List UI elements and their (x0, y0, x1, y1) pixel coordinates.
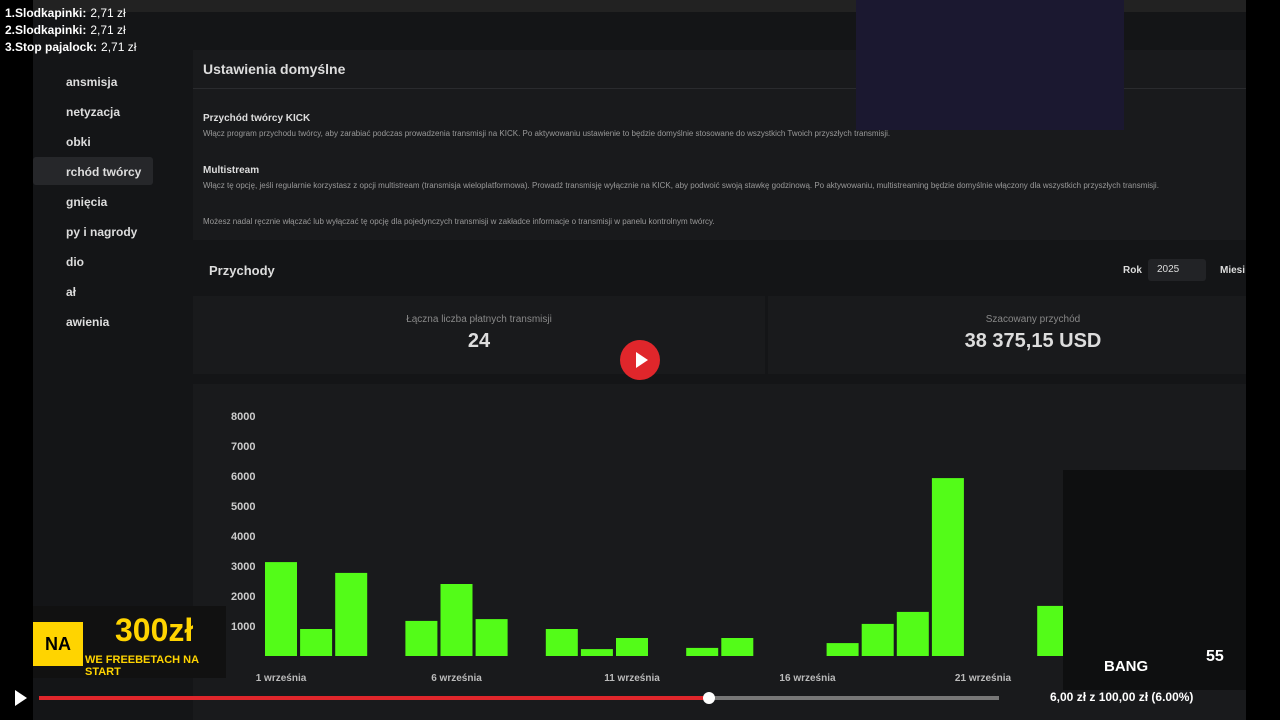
y-tick-label: 3000 (231, 561, 255, 573)
sidebar-item[interactable]: rchód twórcy (66, 165, 142, 179)
amount: 2,71 zł (90, 23, 126, 37)
note: Możesz nadal ręcznie włączać lub wyłącza… (203, 217, 715, 226)
donor: 3.Stop pajalock: (5, 40, 98, 54)
sidebar-active (33, 157, 153, 185)
donor: 1.Slodkapinki: (5, 6, 87, 20)
bang: BANG (1104, 658, 1149, 675)
y-tick-label: 1000 (231, 621, 255, 633)
ad-text: WE FREEBETACH NA START (85, 654, 199, 678)
donor: 2.Slodkapinki: (5, 23, 87, 37)
year-select[interactable]: 2025 (1148, 259, 1206, 281)
x-tick-label: 1 września (256, 673, 307, 684)
bar (300, 629, 333, 656)
sidebar-item[interactable]: dio (66, 255, 84, 269)
sidebar-item[interactable]: obki (66, 135, 91, 149)
donation: 1.Slodkapinki: 2,71 zł (5, 5, 136, 22)
y-tick-label: 8000 (231, 411, 255, 423)
stat-card: Łączna liczba płatnych transmisji 24 (193, 296, 765, 374)
play-button[interactable] (12, 689, 30, 707)
webcam (856, 0, 1124, 130)
year-label: Rok (1123, 265, 1142, 276)
month-label: Miesi (1220, 265, 1246, 276)
count: 55 (1206, 648, 1224, 665)
ad-brand: NA (33, 622, 83, 666)
goal: 6,00 zł z 100,00 zł (6.00%) (1050, 690, 1194, 704)
progress-handle[interactable] (703, 692, 715, 704)
y-tick-label: 7000 (231, 441, 255, 453)
stat-card: Szacowany przychód 38 375,15 USD (768, 296, 1246, 374)
revenue-title: Przychody (209, 263, 275, 278)
bar (686, 647, 719, 656)
webcam-2 (1063, 470, 1246, 690)
sidebar-item[interactable]: gnięcia (66, 195, 108, 209)
bar (826, 643, 859, 656)
stat-value: 38 375,15 USD (964, 330, 1102, 352)
bar (721, 638, 754, 656)
sidebar-item[interactable]: awienia (66, 315, 110, 329)
play-overlay[interactable] (620, 340, 660, 380)
bar (896, 611, 929, 656)
y-tick-label: 6000 (231, 471, 255, 483)
sidebar-item[interactable]: netyzacja (66, 105, 121, 119)
bar (545, 629, 578, 656)
donation: 3.Stop pajalock: 2,71 zł (5, 39, 136, 56)
bar (931, 478, 964, 656)
divider (193, 88, 1246, 89)
stat-label: Łączna liczba płatnych transmisji (406, 314, 552, 325)
bar (335, 572, 368, 656)
bar (265, 562, 297, 656)
x-tick-label: 11 września (604, 673, 660, 684)
amount: 2,71 zł (90, 6, 126, 20)
bar (616, 638, 648, 656)
progress-fill (39, 696, 709, 700)
x-tick-label: 16 września (779, 673, 836, 684)
item-text: Włącz tę opcję, jeśli regularnie korzyst… (203, 181, 1159, 190)
amount: 2,71 zł (101, 40, 137, 54)
x-tick-label: 21 września (955, 673, 1012, 684)
play-icon (636, 352, 648, 368)
donation: 2.Slodkapinki: 2,71 zł (5, 22, 136, 39)
y-tick-label: 5000 (231, 501, 255, 513)
bar (475, 619, 508, 656)
bar (440, 584, 473, 656)
ad: NA 300zł WE FREEBETACH NA START (33, 606, 226, 678)
ad-amount: 300zł (115, 612, 194, 648)
settings-title: Ustawienia domyślne (203, 61, 346, 77)
sidebar-item[interactable]: ansmisja (66, 75, 118, 89)
y-tick-label: 2000 (231, 591, 255, 603)
item-title: Przychód twórcy KICK (203, 113, 311, 124)
sidebar-item[interactable]: py i nagrody (66, 225, 138, 239)
bar (861, 623, 894, 656)
stat-label: Szacowany przychód (985, 314, 1081, 325)
y-tick-label: 4000 (231, 531, 255, 543)
sidebar-item[interactable]: ał (66, 285, 77, 299)
x-tick-label: 6 września (431, 673, 482, 684)
stat-value: 24 (467, 330, 491, 352)
item-title: Multistream (203, 165, 260, 176)
donation-list: 1.Slodkapinki: 2,71 zł 2.Slodkapinki: 2,71 … (5, 5, 136, 56)
bar (580, 649, 613, 656)
bar (405, 620, 438, 656)
item-text: Włącz program przychodu twórcy, aby zara… (203, 129, 891, 138)
